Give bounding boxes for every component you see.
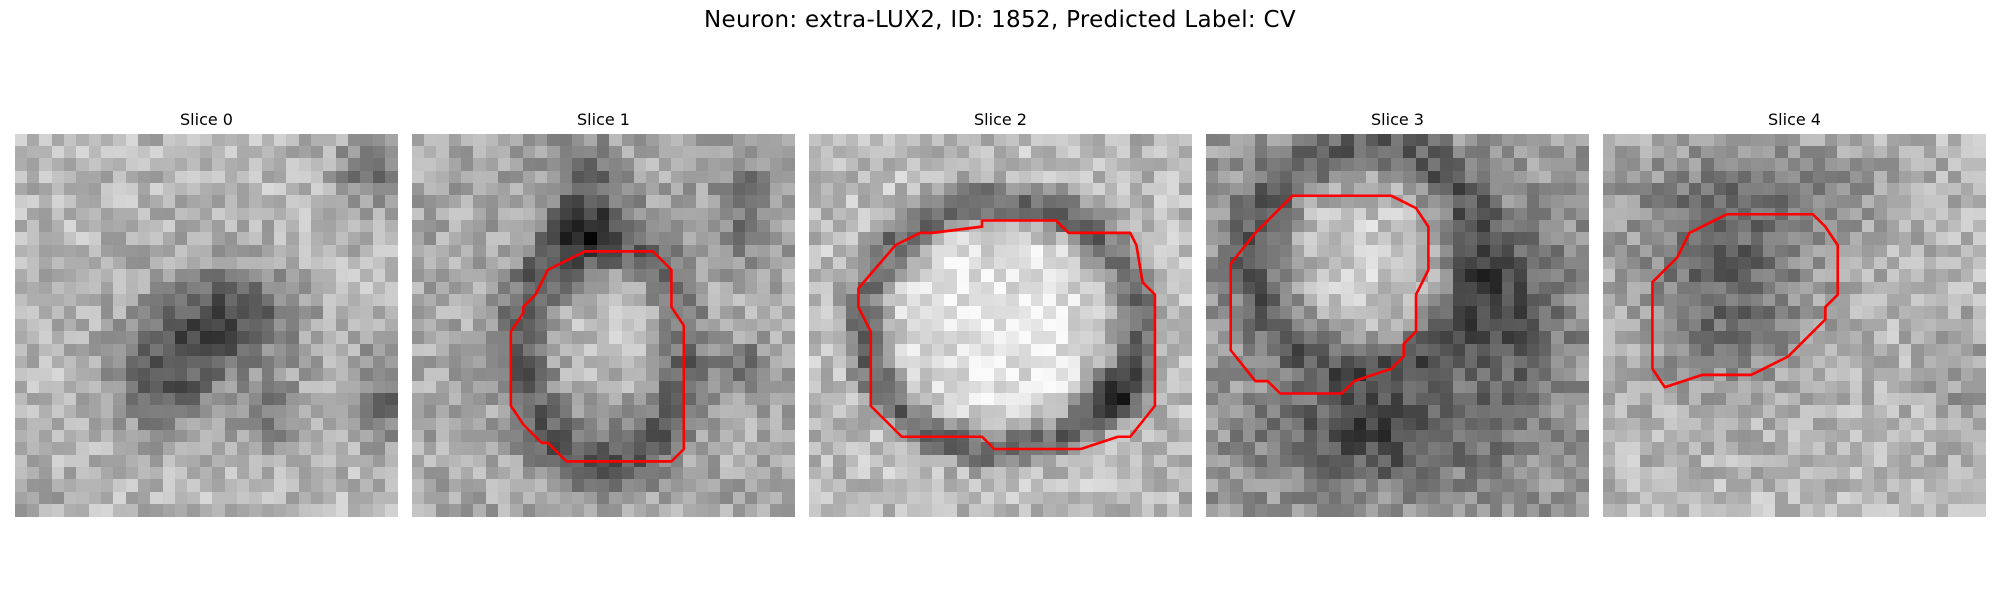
slice-image [15, 134, 398, 517]
slice-title: Slice 0 [180, 110, 233, 129]
slice-image [1603, 134, 1986, 517]
slice-title: Slice 4 [1768, 110, 1821, 129]
slice-image [809, 134, 1192, 517]
slice-title: Slice 3 [1371, 110, 1424, 129]
slice-image [412, 134, 795, 517]
slice-image [1206, 134, 1589, 517]
slice-panel-0: Slice 0 [15, 108, 398, 517]
slice-title: Slice 1 [577, 110, 630, 129]
slice-panel-1: Slice 1 [412, 108, 795, 517]
slice-title: Slice 2 [974, 110, 1027, 129]
slice-panel-3: Slice 3 [1206, 108, 1589, 517]
slice-panel-4: Slice 4 [1603, 108, 1986, 517]
slice-panel-2: Slice 2 [809, 108, 1192, 517]
figure-title: Neuron: extra-LUX2, ID: 1852, Predicted … [704, 7, 1296, 33]
